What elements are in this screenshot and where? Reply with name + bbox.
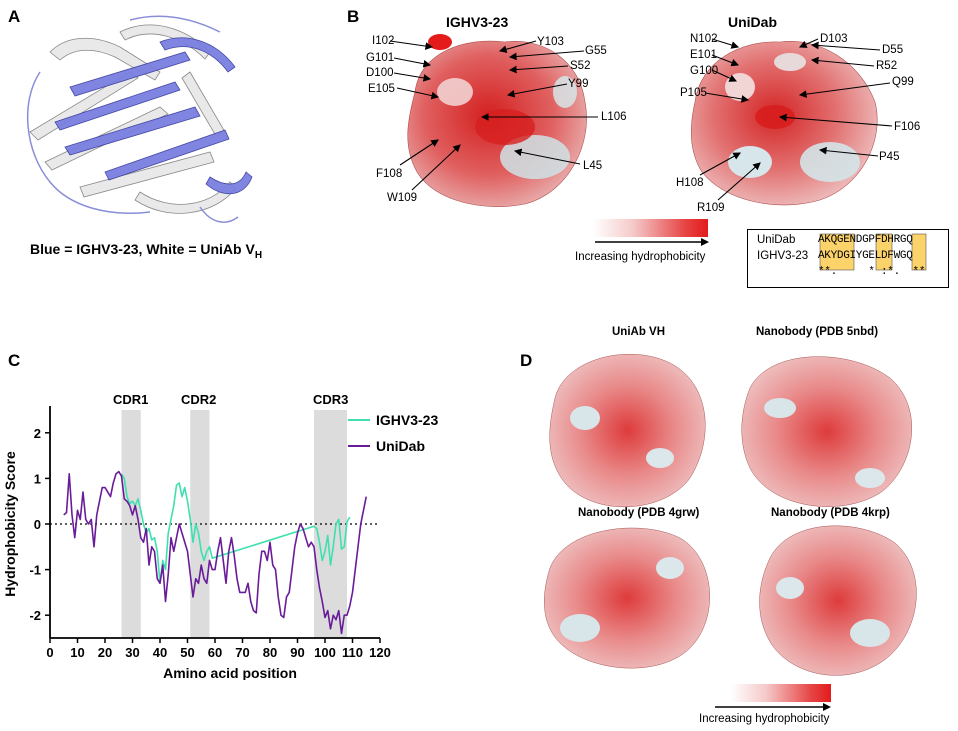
residue-label: E105 bbox=[368, 83, 395, 95]
alignment-row-unidab-name: UniDab bbox=[757, 234, 796, 246]
gradient-label-d: Increasing hydrophobicity bbox=[699, 713, 830, 725]
residue-label: G101 bbox=[366, 52, 395, 64]
alignment-consensus: **. * :*. ** bbox=[818, 266, 926, 278]
vh-ribbon-structure bbox=[26, 15, 253, 223]
x-tick-label: 90 bbox=[290, 645, 304, 660]
residue-label: P45 bbox=[879, 151, 900, 163]
gradient-arrow bbox=[595, 238, 709, 246]
caption-text: Blue = IGHV3-23, White = UniAb V bbox=[30, 241, 255, 257]
x-tick-label: 0 bbox=[46, 645, 53, 660]
x-tick-label: 20 bbox=[98, 645, 112, 660]
x-tick-label: 40 bbox=[153, 645, 167, 660]
surface-title-4krp: Nanobody (PDB 4krp) bbox=[771, 507, 890, 519]
x-tick-label: 60 bbox=[208, 645, 222, 660]
hydrophobicity-gradient bbox=[593, 219, 708, 237]
cdr3-label: CDR3 bbox=[313, 392, 349, 407]
series-line-ighv3-23 bbox=[120, 473, 351, 585]
y-axis-label: Hydrophobicity Score bbox=[2, 451, 18, 597]
surface-5nbd bbox=[741, 356, 912, 507]
x-axis-label: Amino acid position bbox=[163, 665, 297, 680]
residue-arrows bbox=[389, 38, 893, 201]
y-tick-label: -2 bbox=[29, 608, 41, 623]
caption-subscript: H bbox=[254, 249, 263, 261]
hydrophobicity-chart: 0 10 20 30 40 50 60 70 80 90 100 110 120 -2 -1 0 1 2 Hydr… bbox=[2, 406, 438, 680]
x-tick-label: 110 bbox=[342, 645, 363, 660]
residue-label: G55 bbox=[585, 45, 607, 57]
residue-label: D103 bbox=[820, 33, 848, 45]
residue-label: G100 bbox=[690, 65, 719, 77]
residue-label: W109 bbox=[387, 192, 418, 204]
legend-label: IGHV3-23 bbox=[376, 412, 438, 428]
alignment-highlights bbox=[819, 233, 927, 271]
surface-unidab-vh bbox=[549, 353, 706, 508]
alignment-seq-ighv: AKYDGIYGELDFWGQ bbox=[818, 250, 913, 262]
residue-label: L45 bbox=[583, 160, 603, 172]
residue-label: F106 bbox=[894, 121, 921, 133]
x-tick-label: 50 bbox=[180, 645, 194, 660]
panel-letter-b: B bbox=[347, 7, 360, 26]
residue-label: S52 bbox=[570, 60, 591, 72]
panel-letter-a: A bbox=[8, 7, 21, 26]
residue-label: N102 bbox=[690, 33, 718, 45]
panel-letter-d: D bbox=[520, 351, 533, 370]
surface-4grw bbox=[544, 527, 710, 669]
x-tick-label: 10 bbox=[70, 645, 84, 660]
ighv3-23-title: IGHV3-23 bbox=[446, 14, 509, 30]
surface-4krp bbox=[759, 525, 917, 676]
alignment-seq-unidab: AKQGENDGPFDHRGQ bbox=[818, 234, 913, 246]
surface-title-unidab-vh: UniAb VH bbox=[612, 326, 666, 338]
panel-a-caption: Blue = IGHV3-23, White = UniAb VH bbox=[30, 241, 262, 261]
series-line-unidab bbox=[63, 470, 368, 635]
y-tick-label: 2 bbox=[34, 426, 41, 441]
y-tick-label: 1 bbox=[34, 471, 41, 486]
x-tick-label: 80 bbox=[263, 645, 277, 660]
residue-label: Y103 bbox=[537, 36, 564, 48]
x-tick-label: 120 bbox=[369, 645, 391, 660]
residue-label: L106 bbox=[601, 111, 627, 123]
nanobody-surfaces bbox=[544, 353, 917, 676]
surface-title-5nbd: Nanobody (PDB 5nbd) bbox=[756, 326, 879, 338]
gradient-label: Increasing hydrophobicity bbox=[575, 251, 706, 263]
x-tick-label: 100 bbox=[314, 645, 336, 660]
cdr2-label: CDR2 bbox=[181, 392, 217, 407]
residue-label: I102 bbox=[372, 35, 395, 47]
panel-letter-c: C bbox=[8, 351, 21, 370]
x-tick-label: 30 bbox=[125, 645, 139, 660]
ighv3-23-surface bbox=[407, 34, 587, 207]
cdr1-label: CDR1 bbox=[113, 392, 149, 407]
unidab-surface bbox=[690, 41, 878, 206]
residue-label: D55 bbox=[882, 44, 904, 56]
residue-label: E101 bbox=[690, 49, 717, 61]
residue-label: Y99 bbox=[568, 78, 589, 90]
residue-label: P105 bbox=[680, 87, 707, 99]
residue-label: H108 bbox=[676, 177, 704, 189]
residue-label: D100 bbox=[366, 67, 394, 79]
residue-label: R109 bbox=[697, 202, 725, 214]
x-tick-label: 70 bbox=[235, 645, 249, 660]
gradient-arrow-d bbox=[715, 703, 831, 711]
residue-label: F108 bbox=[376, 168, 403, 180]
surface-title-4grw: Nanobody (PDB 4grw) bbox=[578, 507, 700, 519]
legend-label: UniDab bbox=[376, 438, 425, 454]
hydrophobicity-gradient-d bbox=[731, 684, 831, 702]
residue-label: Q99 bbox=[892, 76, 914, 88]
residue-label: R52 bbox=[876, 60, 898, 72]
y-tick-label: 0 bbox=[34, 517, 41, 532]
alignment-row-ighv-name: IGHV3-23 bbox=[757, 250, 809, 262]
unidab-title: UniDab bbox=[728, 14, 777, 30]
y-tick-label: -1 bbox=[29, 563, 41, 578]
